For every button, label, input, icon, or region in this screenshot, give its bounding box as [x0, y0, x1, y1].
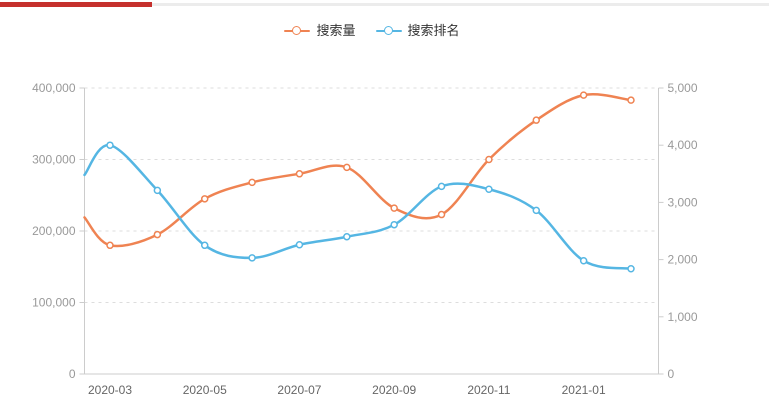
- series-line-1: [83, 143, 633, 271]
- progress-bar-track: [0, 3, 769, 6]
- y-axis-right-label: 0: [668, 367, 675, 381]
- data-point-marker-0: [485, 155, 493, 164]
- data-point-marker-0: [248, 178, 256, 187]
- data-point-marker-1: [485, 185, 493, 193]
- data-point-marker-1: [343, 232, 351, 241]
- x-axis-label: 2020-05: [183, 383, 227, 397]
- y-axis-left-label: 300,000: [32, 153, 76, 167]
- data-point-marker-0: [437, 210, 446, 219]
- line-series-icon: [375, 24, 402, 38]
- data-point-marker-1: [200, 241, 209, 250]
- data-point-marker-1: [153, 186, 162, 195]
- data-point-marker-0: [579, 91, 588, 99]
- y-axis-right-label: 4,000: [668, 138, 698, 152]
- y-axis-right-label: 5,000: [668, 81, 698, 95]
- x-axis-label: 2021-01: [562, 383, 606, 397]
- y-axis-left-label: 400,000: [32, 81, 76, 95]
- y-axis-right-label: 2,000: [668, 253, 698, 267]
- data-point-marker-0: [153, 230, 162, 239]
- data-point-marker-1: [627, 265, 635, 273]
- data-point-marker-1: [437, 182, 446, 191]
- data-point-marker-1: [295, 240, 304, 249]
- data-point-marker-1: [248, 254, 256, 262]
- x-axis-label: 2020-07: [277, 383, 321, 397]
- data-point-marker-0: [106, 241, 114, 250]
- data-point-marker-1: [579, 256, 588, 265]
- data-point-marker-1: [390, 220, 398, 229]
- data-point-marker-1: [106, 141, 114, 149]
- data-point-marker-0: [200, 195, 209, 203]
- data-point-marker-0: [295, 170, 304, 178]
- line-series-icon: [284, 24, 311, 38]
- legend-label-search-volume: 搜索量: [316, 23, 356, 38]
- data-point-marker-0: [343, 163, 351, 172]
- data-point-marker-1: [532, 206, 541, 215]
- legend-item-search-volume[interactable]: 搜索量: [284, 23, 356, 38]
- x-axis-label: 2020-11: [467, 383, 510, 397]
- legend-item-search-rank[interactable]: 搜索排名: [375, 23, 460, 38]
- x-axis-label: 2020-09: [372, 383, 416, 397]
- progress-bar-fill: [0, 2, 152, 7]
- y-axis-right-label: 3,000: [668, 195, 698, 209]
- data-point-marker-0: [532, 116, 541, 124]
- chart-legend: 搜索量 搜索排名: [0, 24, 744, 38]
- data-point-marker-0: [627, 96, 635, 104]
- x-axis-label: 2020-03: [88, 383, 132, 397]
- data-point-marker-0: [390, 204, 398, 212]
- y-axis-left-label: 100,000: [32, 296, 76, 310]
- y-axis-left-label: 0: [69, 367, 76, 381]
- y-axis-right-label: 1,000: [668, 310, 698, 324]
- legend-label-search-rank: 搜索排名: [407, 23, 460, 38]
- y-axis-left-label: 200,000: [32, 224, 76, 238]
